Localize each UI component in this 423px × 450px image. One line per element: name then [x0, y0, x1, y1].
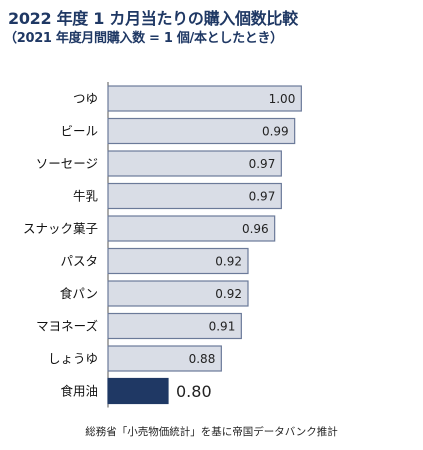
bar — [107, 150, 282, 177]
category-label: スナック菓子 — [23, 221, 98, 236]
bar — [107, 85, 302, 112]
bar — [107, 312, 242, 340]
chart-subtitle: （2021 年度月間購入数 = 1 個/本としたとき） — [4, 31, 283, 46]
value-label: 0.92 — [215, 287, 242, 301]
category-label: 食用油 — [60, 384, 98, 399]
bar — [107, 182, 282, 210]
category-label: パスタ — [60, 254, 98, 269]
bar-chart: つゆ 1.00 ビール 0.99 ソーセージ 0.97 牛乳 0.97 スナック菓子 0.96 パス… — [23, 82, 302, 408]
value-label: 0.97 — [249, 190, 276, 204]
bar — [107, 247, 249, 275]
value-label: 0.80 — [176, 382, 212, 401]
value-label: 0.97 — [249, 157, 276, 171]
bar — [107, 345, 222, 372]
value-label: 0.92 — [215, 255, 242, 269]
category-label: 食パン — [60, 286, 98, 301]
source-note: 総務省「小売物価統計」を基に帝国データバンク推計 — [85, 426, 338, 438]
category-label: マヨネーズ — [36, 319, 98, 334]
category-label: ビール — [60, 124, 98, 139]
value-label: 0.88 — [189, 352, 216, 366]
category-label: つゆ — [73, 91, 98, 106]
value-label: 1.00 — [269, 92, 296, 106]
bar-highlight — [107, 377, 169, 405]
bar — [107, 280, 249, 307]
value-label: 0.99 — [262, 125, 289, 139]
bar — [107, 117, 296, 145]
category-label: しょうゆ — [48, 351, 98, 366]
category-label: 牛乳 — [73, 189, 98, 204]
bar — [107, 215, 276, 242]
category-label: ソーセージ — [36, 156, 98, 171]
value-label: 0.91 — [209, 320, 236, 334]
value-label: 0.96 — [242, 222, 269, 236]
chart-title: 2022 年度 1 カ月当たりの購入個数比較 — [8, 9, 298, 28]
